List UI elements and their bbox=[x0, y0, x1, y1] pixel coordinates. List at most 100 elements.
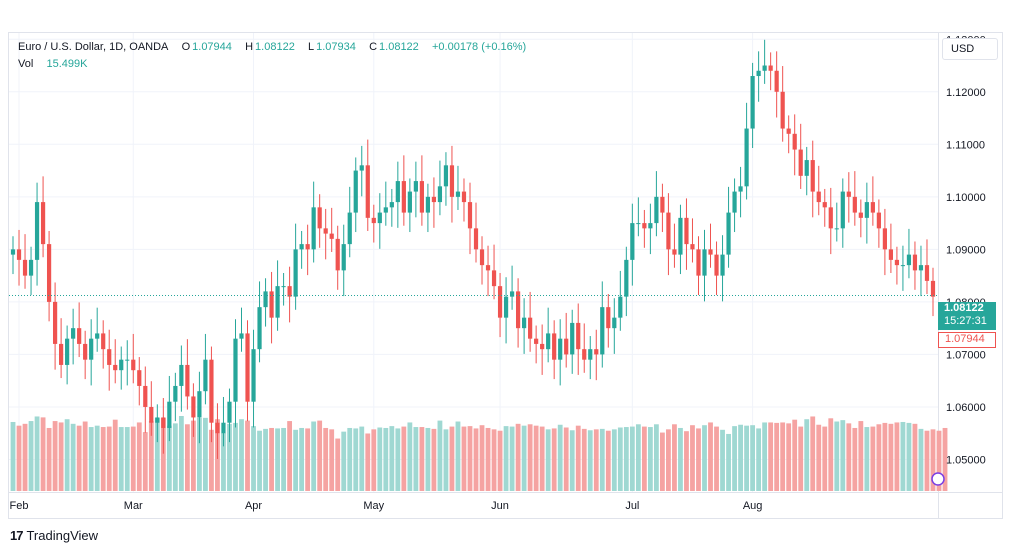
candle-body bbox=[497, 286, 503, 318]
close-value: 1.08122 bbox=[379, 41, 419, 53]
volume-bar bbox=[786, 423, 792, 491]
candle-body bbox=[401, 181, 406, 213]
volume-bar bbox=[251, 426, 256, 491]
volume-bar bbox=[154, 417, 160, 491]
currency-button[interactable]: USD bbox=[942, 38, 998, 60]
candle-body bbox=[696, 249, 701, 276]
low-value: 1.07934 bbox=[316, 41, 356, 53]
candle-body bbox=[714, 254, 719, 276]
candle-body bbox=[251, 349, 256, 402]
candle-body bbox=[305, 244, 310, 250]
volume-bar bbox=[515, 423, 521, 491]
volume-bar bbox=[641, 426, 647, 491]
candle-body bbox=[888, 249, 894, 260]
volume-bar bbox=[798, 426, 804, 491]
volume-bar bbox=[533, 425, 539, 491]
volume-bar bbox=[497, 430, 503, 491]
candle-body bbox=[323, 228, 328, 234]
candle-body bbox=[221, 422, 226, 434]
candle-body bbox=[443, 165, 449, 187]
volume-bar bbox=[323, 427, 329, 491]
volume-bar bbox=[672, 424, 677, 491]
candle-body bbox=[245, 333, 250, 402]
change-value: +0.00178 (+0.16%) bbox=[431, 41, 527, 53]
candle-body bbox=[455, 191, 461, 197]
footer-brand[interactable]: 17 TradingView bbox=[10, 528, 98, 543]
candle-body bbox=[377, 212, 382, 224]
candle-body bbox=[161, 417, 166, 428]
volume-bar bbox=[599, 428, 605, 491]
candle-body bbox=[546, 333, 551, 350]
candle-body bbox=[437, 186, 443, 203]
volume-bar bbox=[527, 424, 533, 491]
candle-body bbox=[684, 217, 689, 245]
volume-bar bbox=[635, 424, 641, 491]
candle-body bbox=[155, 417, 160, 423]
candle-body bbox=[846, 191, 851, 197]
volume-bar bbox=[876, 424, 882, 491]
candle-body bbox=[804, 160, 809, 176]
volume-label[interactable]: Vol bbox=[18, 58, 34, 70]
candle-body bbox=[540, 343, 545, 350]
candle-body bbox=[816, 191, 821, 203]
candle-body bbox=[906, 254, 912, 266]
volume-bar bbox=[347, 427, 353, 491]
candle-body bbox=[636, 223, 641, 225]
volume-bar bbox=[653, 424, 659, 491]
candle-body bbox=[365, 165, 370, 218]
volume-bar bbox=[864, 427, 870, 491]
candle-body bbox=[317, 207, 322, 229]
volume-bar bbox=[287, 421, 293, 491]
candle-body bbox=[900, 265, 906, 267]
candle-body bbox=[720, 254, 725, 276]
volume-bar bbox=[124, 427, 130, 491]
volume-bar bbox=[106, 426, 112, 491]
candle-body bbox=[203, 359, 208, 392]
candle-body bbox=[347, 212, 352, 245]
candle-body bbox=[239, 333, 244, 339]
volume-bar bbox=[696, 428, 701, 491]
candle-body bbox=[293, 249, 298, 297]
volume-bar bbox=[245, 420, 250, 491]
volume-bar bbox=[587, 430, 593, 491]
candle-body bbox=[798, 149, 803, 176]
volume-bar bbox=[894, 422, 900, 491]
bar-countdown: 15:27:31 bbox=[944, 315, 987, 327]
candle-body bbox=[395, 181, 400, 203]
volume-bar bbox=[810, 416, 816, 491]
volume-bar bbox=[882, 422, 888, 491]
time-tick-label: Aug bbox=[743, 500, 763, 512]
volume-bar bbox=[166, 425, 172, 491]
candle-body bbox=[287, 286, 292, 297]
volume-bar bbox=[22, 423, 28, 491]
candle-body bbox=[479, 249, 485, 266]
volume-bar bbox=[58, 422, 64, 491]
volume-bar bbox=[593, 429, 599, 491]
volume-bar bbox=[263, 428, 268, 491]
volume-bar bbox=[269, 427, 274, 491]
volume-bar bbox=[726, 433, 731, 491]
volume-bar bbox=[485, 427, 491, 491]
volume-bar bbox=[407, 422, 413, 491]
candle-body bbox=[353, 170, 358, 213]
volume-bar bbox=[130, 426, 136, 491]
candle-body bbox=[485, 265, 491, 271]
chart-border bbox=[8, 32, 1003, 519]
price-tick-label: 1.07000 bbox=[946, 349, 986, 361]
candle-body bbox=[179, 364, 184, 386]
candle-body bbox=[612, 317, 617, 329]
volume-bar bbox=[46, 427, 52, 491]
candle-body bbox=[726, 212, 731, 255]
candle-body bbox=[191, 396, 196, 418]
symbol-title[interactable]: Euro / U.S. Dollar, 1D, OANDA bbox=[18, 41, 169, 53]
volume-bar bbox=[708, 422, 713, 491]
volume-bar bbox=[341, 431, 347, 491]
volume-bar bbox=[858, 421, 864, 491]
compare-circle-icon[interactable] bbox=[931, 472, 945, 486]
time-tick-label: Jun bbox=[491, 500, 509, 512]
candle-body bbox=[534, 338, 539, 344]
candle-body bbox=[672, 249, 677, 255]
volume-bar bbox=[918, 428, 924, 491]
candle-body bbox=[630, 223, 635, 260]
